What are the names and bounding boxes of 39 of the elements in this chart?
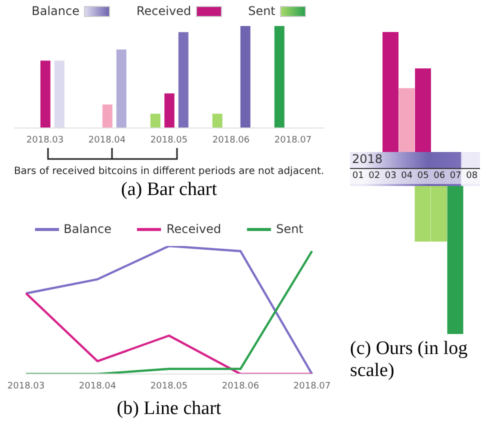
bar — [274, 26, 284, 128]
x-tick-label: 06 — [432, 170, 446, 183]
text: (a) Bar chart — [120, 179, 218, 201]
x-tick-label: 2018.05 — [150, 135, 188, 146]
bar — [150, 114, 160, 128]
x-tick-label: 04 — [400, 170, 414, 183]
bar — [40, 60, 50, 128]
x-tick-label: 2018.03 — [7, 381, 45, 392]
legend-label: Received — [166, 222, 222, 236]
text: Bars of received bitcoins in different periods are not adjacent. — [12, 166, 326, 177]
x-tick-label: 08 — [465, 170, 479, 183]
bar — [54, 60, 64, 128]
x-tick-label: 2018.06 — [222, 381, 260, 392]
legend-label: Balance — [32, 4, 80, 18]
bar — [164, 93, 174, 128]
bar — [212, 114, 222, 128]
bar — [178, 32, 188, 128]
x-tick-label: 2018.03 — [26, 135, 64, 146]
x-tick-label: 2018.05 — [150, 381, 188, 392]
x-tick-label: 2018.07 — [293, 381, 331, 392]
x-tick-label: 2018.07 — [274, 135, 312, 146]
x-tick-label: 03 — [384, 170, 398, 183]
legend-label: Sent — [276, 222, 304, 236]
legend-label: Sent — [248, 4, 276, 18]
x-tick-label: 07 — [448, 170, 462, 183]
x-tick-label: 02 — [368, 170, 382, 183]
x-tick-label: 2018.04 — [78, 381, 116, 392]
text: (c) Ours (in log scale) — [350, 338, 469, 382]
bar — [116, 49, 126, 128]
x-tick-label: 01 — [351, 170, 365, 183]
text: (b) Line chart — [116, 398, 222, 420]
x-axis-title: 2018 — [351, 152, 384, 168]
legend-label: Balance — [64, 222, 112, 236]
x-tick-label: 2018.06 — [212, 135, 250, 146]
bar — [102, 104, 112, 128]
legend-label: Received — [136, 4, 192, 18]
x-tick-label: 05 — [416, 170, 430, 183]
bar — [240, 26, 250, 128]
x-tick-label: 2018.04 — [88, 135, 126, 146]
